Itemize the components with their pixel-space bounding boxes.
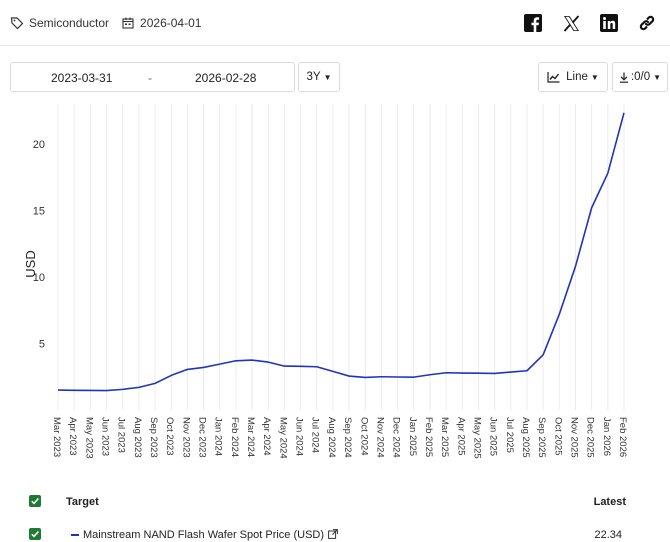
top-bar: Semiconductor 2026-04-01 [0,0,670,46]
x-tick-label: Jun 2023 [100,417,111,456]
range-label: 3Y [306,71,321,83]
x-tick-label: Jun 2025 [488,417,499,456]
x-icon[interactable] [560,12,582,34]
category-label[interactable]: Semiconductor [29,16,110,30]
x-tick-label: Aug 2023 [132,417,143,458]
x-tick-label: Dec 2023 [197,417,208,458]
x-tick-label: Apr 2023 [67,417,78,456]
x-tick-label: Oct 2023 [164,417,175,456]
download-icon [619,72,629,83]
chart-type-label: Line [566,71,588,83]
chart-type-dropdown[interactable]: Line ▼ [538,62,608,92]
x-tick-label: Jan 2025 [407,417,418,456]
target-column-header: Target [66,496,99,508]
x-tick-label: Jan 2024 [213,417,224,456]
x-tick-label: Jan 2026 [601,417,612,456]
x-tick-label: Dec 2024 [391,417,402,458]
x-tick-label: Mar 2023 [51,417,62,457]
series-line[interactable] [57,112,625,392]
x-tick-label: Sep 2025 [536,417,547,458]
x-tick-label: Aug 2024 [326,417,337,458]
chevron-down-icon: ▼ [323,72,332,82]
x-tick-label: Mar 2025 [439,417,450,457]
y-tick-label: 15 [33,205,45,217]
chart-controls: 2023-03-31 - 2026-02-28 3Y ▼ Line ▼ :0/0… [0,62,670,94]
x-tick-label: Apr 2024 [261,417,272,456]
legend-series-row: Mainstream NAND Flash Wafer Spot Price (… [0,526,670,542]
x-tick-label: Feb 2025 [423,417,434,457]
chart-grid [57,104,625,410]
y-tick-label: 10 [33,272,45,284]
x-tick-label: Oct 2024 [358,417,369,456]
series-name-link[interactable]: Mainstream NAND Flash Wafer Spot Price (… [83,529,338,542]
chevron-down-icon: ▼ [653,72,662,82]
series-lines [57,112,625,392]
meta-info: Semiconductor 2026-04-01 [10,16,201,30]
end-date-field[interactable]: 2026-02-28 [195,71,257,85]
facebook-icon[interactable] [522,12,544,34]
x-tick-label: Feb 2024 [229,417,240,457]
series-name-text: Mainstream NAND Flash Wafer Spot Price (… [83,529,325,541]
y-tick-label: 20 [33,139,45,151]
share-bar [522,12,658,34]
x-tick-label: Nov 2023 [180,417,191,458]
range-dropdown[interactable]: 3Y ▼ [298,62,340,92]
link-icon[interactable] [636,12,658,34]
y-axis-label: USD [23,250,38,277]
legend-header: Target Latest [0,492,670,514]
x-tick-label: Sep 2023 [148,417,159,458]
report-date: 2026-04-01 [140,16,202,30]
select-all-checkbox[interactable] [29,495,41,507]
x-tick-label: Dec 2025 [585,417,596,458]
x-tick-label: May 2024 [277,417,288,459]
download-dropdown[interactable]: :0/0 ▼ [612,62,668,92]
series-color-swatch [71,534,79,536]
external-link-icon[interactable] [328,529,338,542]
series-latest-value: 22.34 [594,529,622,541]
line-chart-icon [547,71,560,83]
y-axis-ticks: 5 10 15 20 [33,139,45,351]
x-tick-label: May 2023 [83,417,94,459]
x-tick-label: Nov 2024 [374,417,385,458]
x-tick-label: Mar 2024 [245,417,256,457]
x-tick-label: Jul 2024 [310,417,321,453]
check-icon [31,531,39,538]
line-chart: 5 10 15 20 Mar 2023 Apr 2023 May 2023 Jun 2023… [23,104,628,459]
x-tick-label: Nov 2025 [568,417,579,458]
x-tick-label: Aug 2025 [520,417,531,458]
x-tick-label: Sep 2024 [342,417,353,458]
linkedin-icon[interactable] [598,12,620,34]
date-separator: - [148,71,152,85]
date-range-picker[interactable]: 2023-03-31 - 2026-02-28 [10,62,295,92]
x-tick-label: Apr 2025 [455,417,466,456]
x-tick-label: Jul 2023 [116,417,127,453]
calendar-icon [121,16,135,30]
x-tick-label: Jul 2025 [504,417,515,453]
x-tick-label: Oct 2025 [552,417,563,456]
start-date-field[interactable]: 2023-03-31 [51,71,113,85]
x-tick-label: Jun 2024 [294,417,305,456]
x-tick-label: May 2025 [471,417,482,459]
download-label: :0/0 [630,71,651,83]
x-tick-label: Feb 2026 [617,417,628,457]
y-tick-label: 5 [39,338,45,350]
check-icon [31,498,39,505]
series-checkbox[interactable] [29,528,41,540]
latest-column-header: Latest [593,496,626,508]
x-axis-ticks: Mar 2023 Apr 2023 May 2023 Jun 2023 Jul 2023… [51,417,628,459]
chevron-down-icon: ▼ [590,72,599,82]
tag-icon [10,16,24,30]
